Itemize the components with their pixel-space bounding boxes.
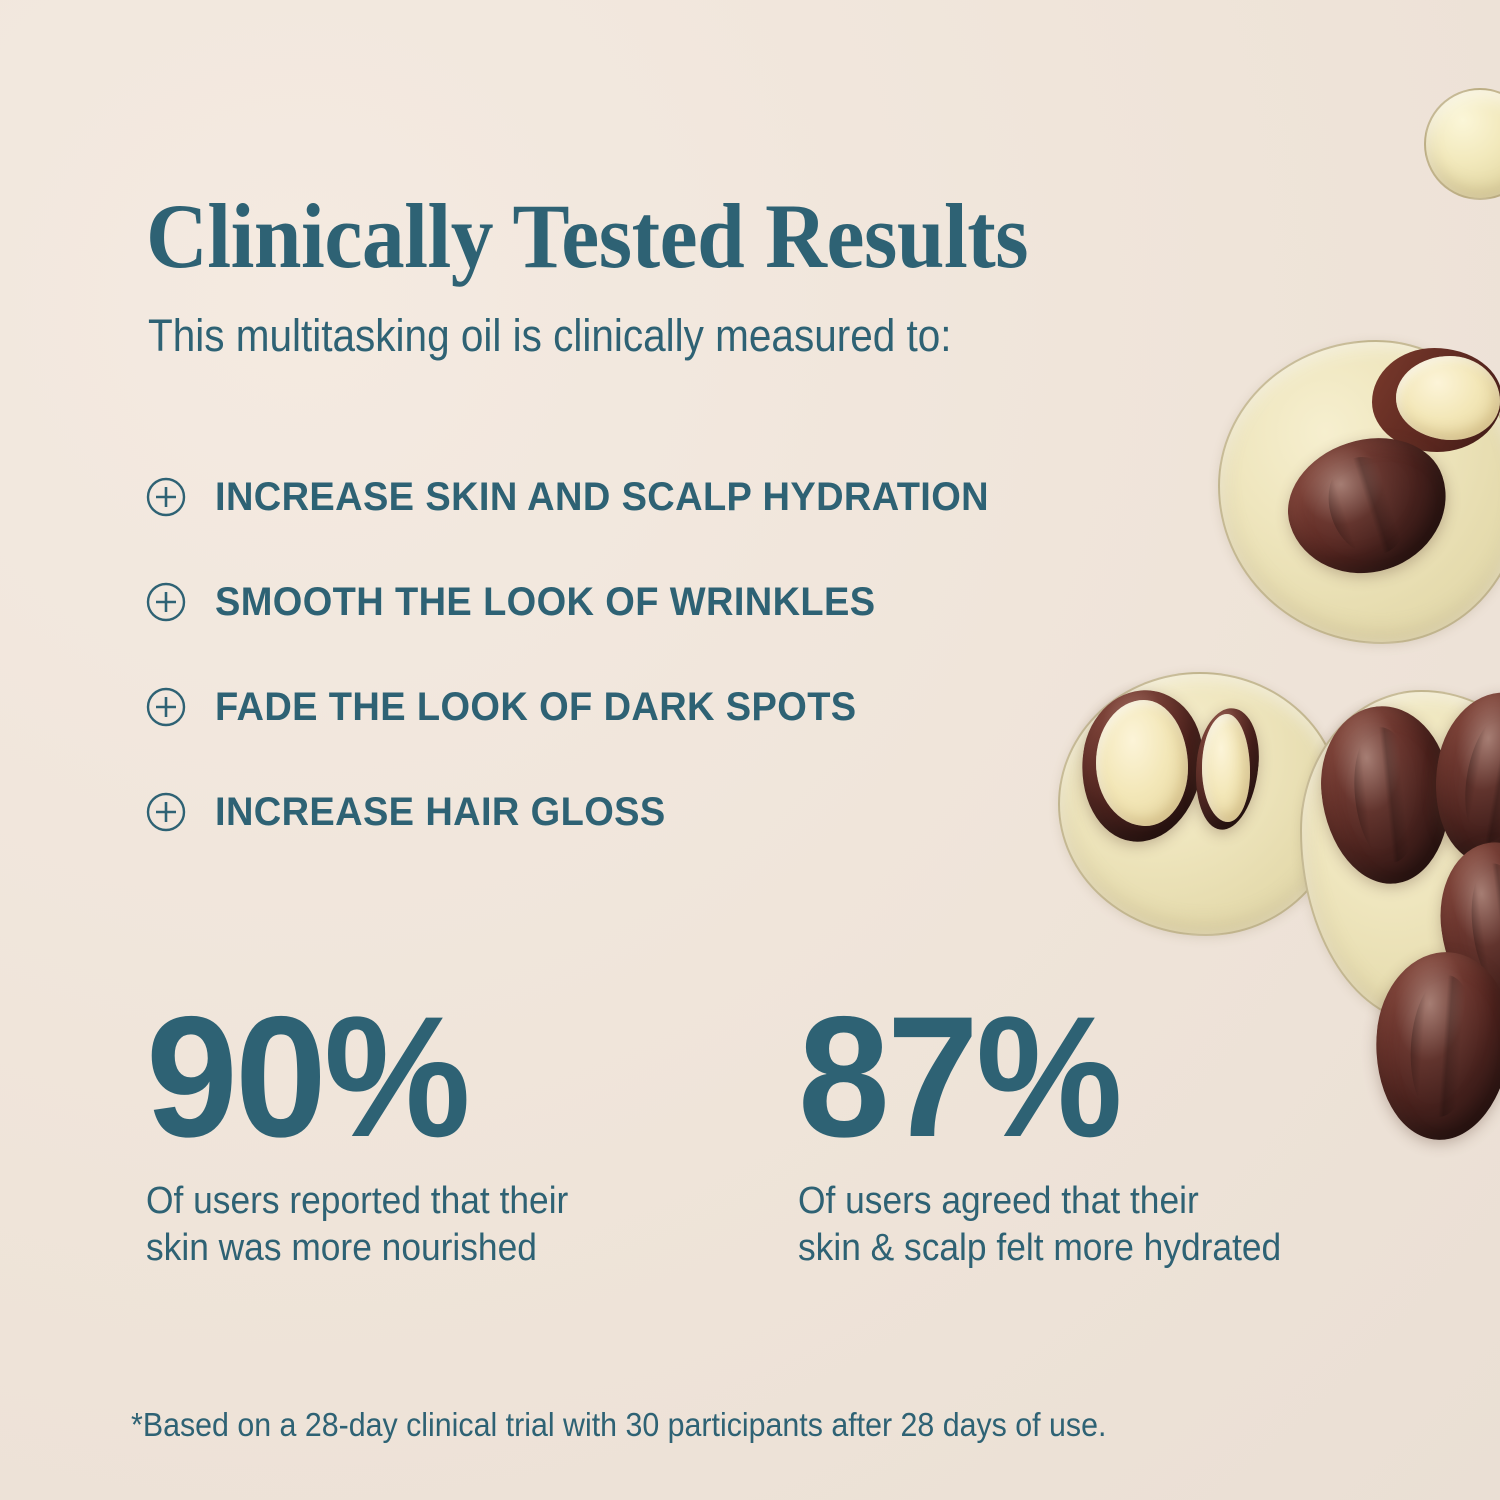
plus-circle-icon: [146, 687, 186, 727]
benefit-item-hydration: INCREASE SKIN AND SCALP HYDRATION: [146, 470, 1266, 524]
seed-kernel-upper: [1396, 356, 1500, 440]
benefit-item-dark-spots: FADE THE LOOK OF DARK SPOTS: [146, 680, 1266, 734]
benefit-label: SMOOTH THE LOOK OF WRINKLES: [215, 579, 876, 624]
benefit-item-wrinkles: SMOOTH THE LOOK OF WRINKLES: [146, 575, 1266, 629]
stat-value: 90%: [146, 981, 471, 1173]
oil-droplet-top-right: [1424, 88, 1500, 200]
stat-value: 87%: [798, 981, 1123, 1173]
jojoba-seed-cluster-3: [1430, 834, 1500, 1026]
page-title: Clinically Tested Results: [146, 184, 1029, 287]
page-subtitle: This multitasking oil is clinically meas…: [148, 310, 952, 361]
benefit-label: FADE THE LOOK OF DARK SPOTS: [215, 684, 857, 729]
plus-circle-icon: [146, 582, 186, 622]
statistics-row: 90% Of users reported that their skin wa…: [146, 981, 1396, 1271]
seed-husk-upper: [1372, 348, 1500, 452]
footnote-disclaimer: *Based on a 28-day clinical trial with 3…: [131, 1406, 1107, 1443]
jojoba-seed-upper: [1271, 418, 1465, 594]
benefit-label: INCREASE HAIR GLOSS: [215, 789, 666, 834]
benefit-label: INCREASE SKIN AND SCALP HYDRATION: [215, 474, 990, 519]
benefits-list: INCREASE SKIN AND SCALP HYDRATION SMOOTH…: [146, 470, 1266, 890]
stat-nourishment: 90% Of users reported that their skin wa…: [146, 981, 798, 1271]
stat-hydration: 87% Of users agreed that their skin & sc…: [798, 981, 1396, 1271]
oil-pool-right-cluster: [1300, 690, 1500, 1024]
stat-caption: Of users reported that their skin was mo…: [146, 1180, 569, 1269]
jojoba-seed-cluster-2: [1421, 682, 1500, 874]
benefit-item-hair-gloss: INCREASE HAIR GLOSS: [146, 785, 1266, 839]
plus-circle-icon: [146, 477, 186, 517]
stat-caption: Of users agreed that their skin & scalp …: [798, 1180, 1282, 1269]
jojoba-seed-cluster-1: [1313, 699, 1459, 891]
plus-circle-icon: [146, 792, 186, 832]
